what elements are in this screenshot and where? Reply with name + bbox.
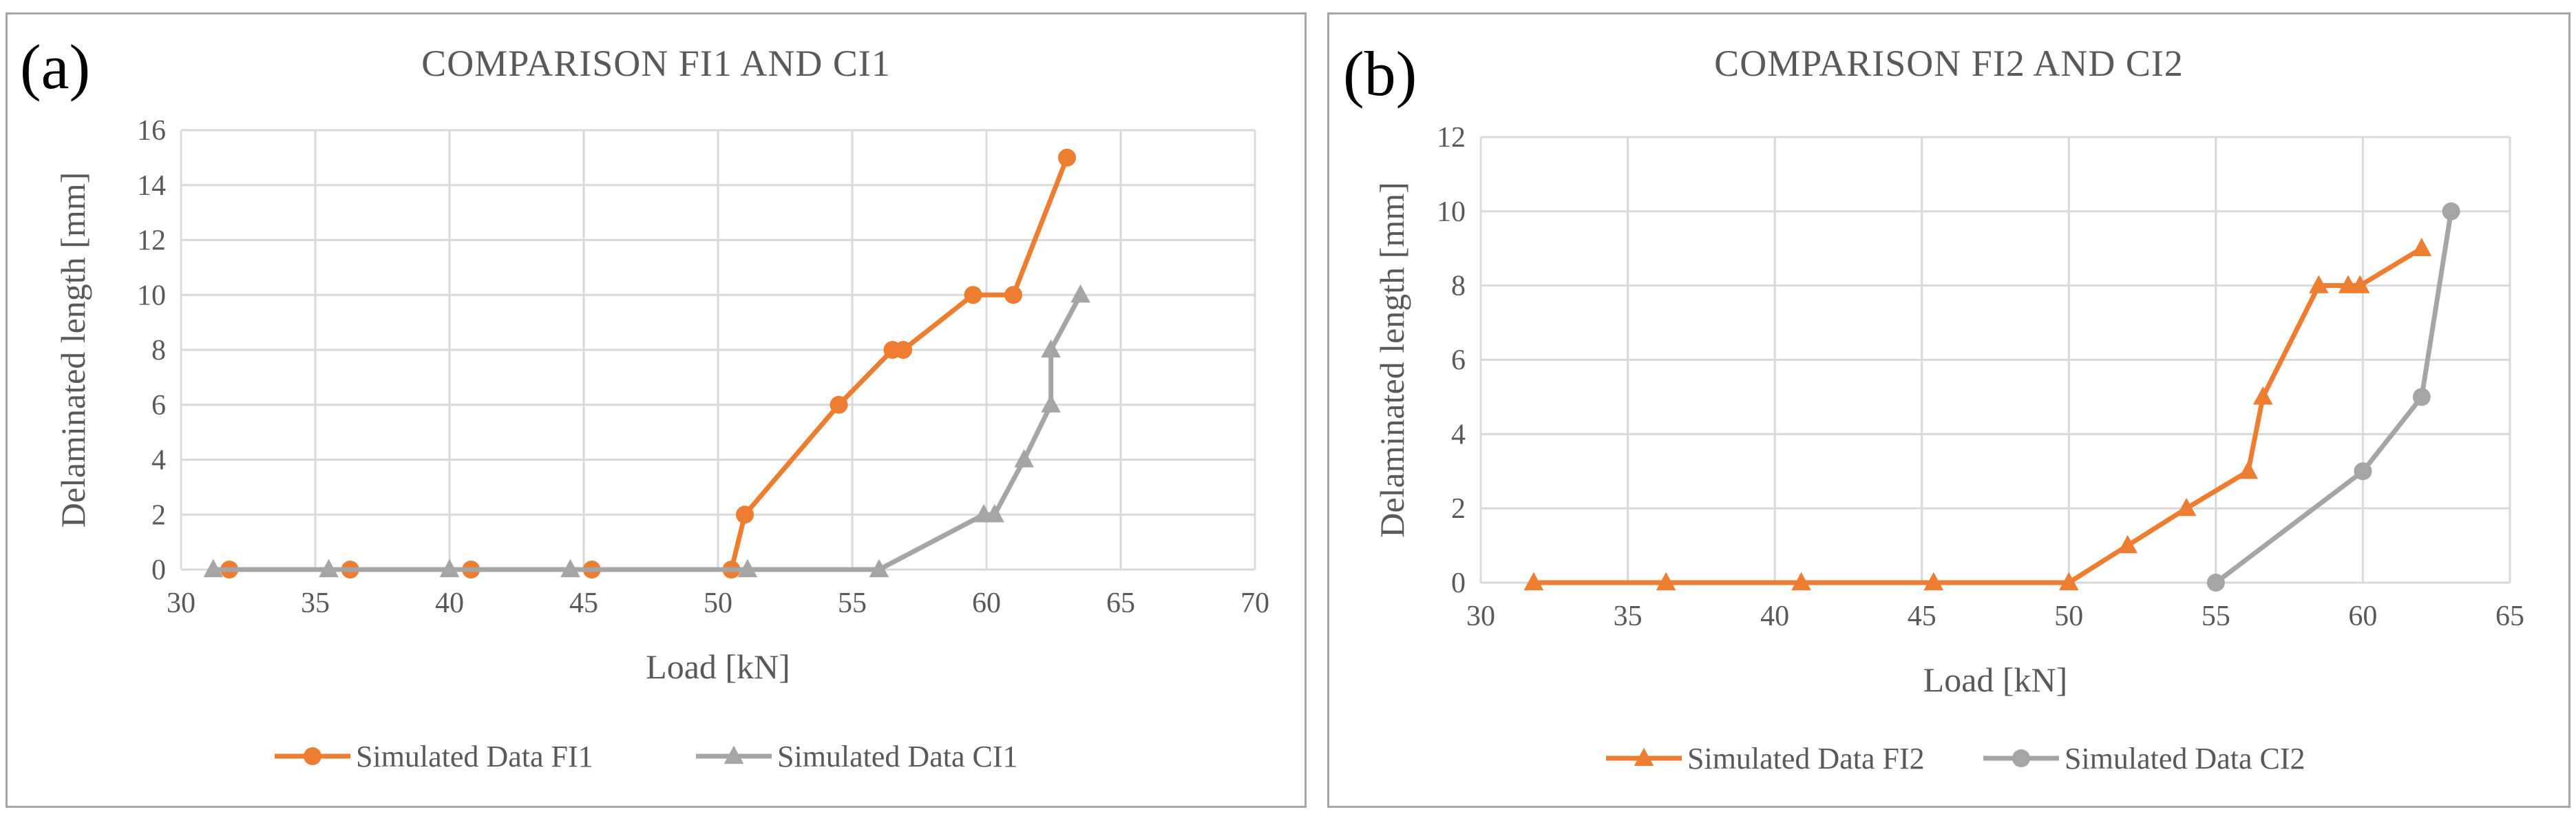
a-ytick-label: 0 — [151, 554, 166, 586]
b-series-0-point — [2253, 386, 2273, 404]
chart-panel-b: (b) COMPARISON FI2 AND CI2 0 2 4 6 8 10 12 30 35… — [1327, 12, 2570, 808]
b-ytick-label: 8 — [1451, 271, 1466, 302]
a-ytick-label: 12 — [137, 225, 166, 257]
a-series-1-point — [1014, 449, 1034, 467]
a-series-0-point — [1058, 149, 1076, 167]
a-ytick-label: 8 — [151, 335, 166, 366]
b-legend-label-1: Simulated Data CI2 — [2065, 742, 2305, 775]
b-ytick-label: 2 — [1451, 493, 1466, 525]
chart-panel-a: (a) COMPARISON FI1 AND CI1 0 2 4 6 8 10 12 14 16… — [6, 12, 1307, 808]
b-xtick-label: 40 — [1760, 601, 1789, 632]
b-y-axis-title: Delaminated length [mm] — [1373, 182, 1411, 538]
a-ytick-label: 2 — [151, 499, 166, 531]
b-xtick-label: 35 — [1614, 601, 1643, 632]
a-legend-swatch-marker-0 — [304, 747, 321, 765]
b-ytick-label: 12 — [1437, 122, 1466, 154]
a-ytick-label: 16 — [137, 115, 166, 147]
b-xtick-label: 30 — [1466, 601, 1495, 632]
b-legend-label-0: Simulated Data FI2 — [1687, 742, 1925, 775]
a-xtick-label: 35 — [301, 587, 330, 619]
a-xtick-label: 70 — [1241, 587, 1269, 619]
b-xtick-label: 50 — [2054, 601, 2083, 632]
a-xtick-label: 60 — [972, 587, 1001, 619]
a-ytick-label: 4 — [151, 445, 166, 477]
a-xtick-label: 65 — [1106, 587, 1135, 619]
b-series-0-point — [2412, 238, 2432, 256]
b-series-1-point — [2354, 462, 2372, 480]
a-xtick-label: 40 — [435, 587, 464, 619]
a-series-0-line — [229, 158, 1067, 570]
a-legend-label-0: Simulated Data FI1 — [356, 740, 593, 773]
b-x-axis-title: Load [kN] — [1923, 660, 2068, 699]
b-series-0-point — [2118, 535, 2137, 553]
chart-plot-b: 0 2 4 6 8 10 12 30 35 40 45 50 55 60 65 Load [kN] Delami… — [1329, 14, 2573, 810]
b-series-0-point — [2239, 461, 2259, 479]
b-series-0-line — [1534, 249, 2422, 583]
b-series-1-point — [2413, 388, 2431, 406]
b-xtick-label: 65 — [2495, 601, 2524, 632]
b-xtick-label: 55 — [2202, 601, 2230, 632]
a-series-0-point — [736, 506, 754, 523]
a-ytick-label: 14 — [137, 170, 166, 202]
a-xtick-label: 45 — [569, 587, 598, 619]
b-xtick-label: 45 — [1908, 601, 1936, 632]
chart-plot-a: 0 2 4 6 8 10 12 14 16 30 35 40 45 50 55 60 65 70 Load [kN]… — [8, 14, 1309, 810]
b-ytick-label: 6 — [1451, 345, 1466, 377]
a-series-0-point — [964, 286, 982, 304]
a-ytick-label: 6 — [151, 390, 166, 421]
b-series-1-point — [2207, 574, 2225, 592]
a-series-1-point — [1041, 394, 1061, 412]
b-ytick-label: 10 — [1437, 196, 1466, 228]
a-ytick-label: 10 — [137, 280, 166, 311]
a-series-1-line — [213, 295, 1081, 570]
b-ytick-label: 4 — [1451, 419, 1466, 450]
b-ytick-label: 0 — [1451, 567, 1466, 599]
a-series-1-point — [1070, 284, 1090, 302]
a-series-0-point — [894, 341, 912, 359]
a-xtick-label: 55 — [838, 587, 867, 619]
a-legend-label-1: Simulated Data CI1 — [777, 740, 1018, 773]
a-x-axis-title: Load [kN] — [646, 647, 790, 686]
b-series-1-point — [2442, 202, 2460, 220]
a-xtick-label: 30 — [167, 587, 196, 619]
a-y-axis-title: Delaminated length [mm] — [54, 172, 92, 528]
a-xtick-label: 50 — [704, 587, 732, 619]
b-legend-swatch-marker-1 — [2012, 749, 2030, 767]
b-xtick-label: 60 — [2348, 601, 2377, 632]
a-series-0-point — [830, 396, 848, 414]
a-series-0-point — [1004, 286, 1022, 304]
